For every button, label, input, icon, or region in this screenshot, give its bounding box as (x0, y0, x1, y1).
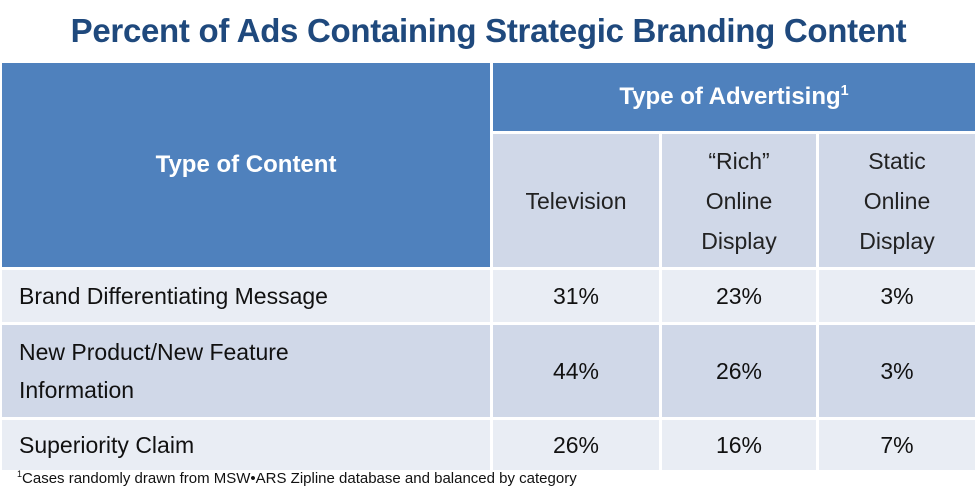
column-header-rich-online-display: “Rich” Online Display (662, 134, 816, 267)
column-group-header-cell: Type of Advertising1 (493, 63, 975, 131)
cell-value: 44% (552, 357, 600, 384)
footnote: 1Cases randomly drawn from MSW•ARS Zipli… (17, 469, 577, 488)
cell-value: 16% (715, 431, 763, 458)
column-group-header-text: Type of Advertising (619, 83, 841, 110)
column-header-static-line-1: Static (868, 147, 926, 174)
column-header-rich-line-3: Display (701, 227, 777, 254)
cell-value: 3% (880, 282, 914, 309)
cell-value: 31% (552, 282, 600, 309)
row-header-label: Type of Content (155, 151, 337, 178)
cell-value: 3% (880, 357, 914, 384)
column-header-television: Television (493, 134, 659, 267)
table-cell: 3% (819, 325, 975, 417)
column-header-static-line-3: Display (859, 227, 935, 254)
row-label-line-2: Information (19, 377, 135, 403)
column-header-rich-line-1: “Rich” (708, 147, 770, 174)
column-group-header-label: Type of Advertising1 (619, 83, 848, 111)
row-label-brand-differentiating: Brand Differentiating Message (2, 270, 490, 322)
row-label-new-product: New Product/New Feature Information (2, 325, 490, 417)
column-group-footnote-marker: 1 (840, 83, 849, 99)
cell-value: 26% (715, 357, 763, 384)
chart-title: Percent of Ads Containing Strategic Bran… (70, 12, 907, 49)
row-label-line-1: New Product/New Feature (19, 339, 289, 365)
column-header-rich-line-2: Online (705, 187, 773, 214)
row-header-cell: Type of Content (2, 63, 490, 267)
cell-value: 26% (552, 431, 600, 458)
footnote-text: Cases randomly drawn from MSW•ARS Ziplin… (22, 470, 577, 487)
table-cell: 26% (493, 420, 659, 470)
column-header-static-online-display: Static Online Display (819, 134, 975, 267)
row-label-superiority-claim: Superiority Claim (2, 420, 490, 470)
row-label-text: Brand Differentiating Message (19, 283, 328, 309)
column-header-static-line-2: Online (863, 187, 931, 214)
table-cell: 44% (493, 325, 659, 417)
row-label-text: Superiority Claim (19, 432, 195, 458)
table-cell: 3% (819, 270, 975, 322)
table-cell: 23% (662, 270, 816, 322)
cell-value: 23% (715, 282, 763, 309)
table-cell: 31% (493, 270, 659, 322)
table-cell: 7% (819, 420, 975, 470)
table-cell: 26% (662, 325, 816, 417)
footnote-marker: 1 (17, 469, 23, 479)
column-header-television-label: Television (525, 187, 627, 214)
table-cell: 16% (662, 420, 816, 470)
cell-value: 7% (880, 431, 914, 458)
